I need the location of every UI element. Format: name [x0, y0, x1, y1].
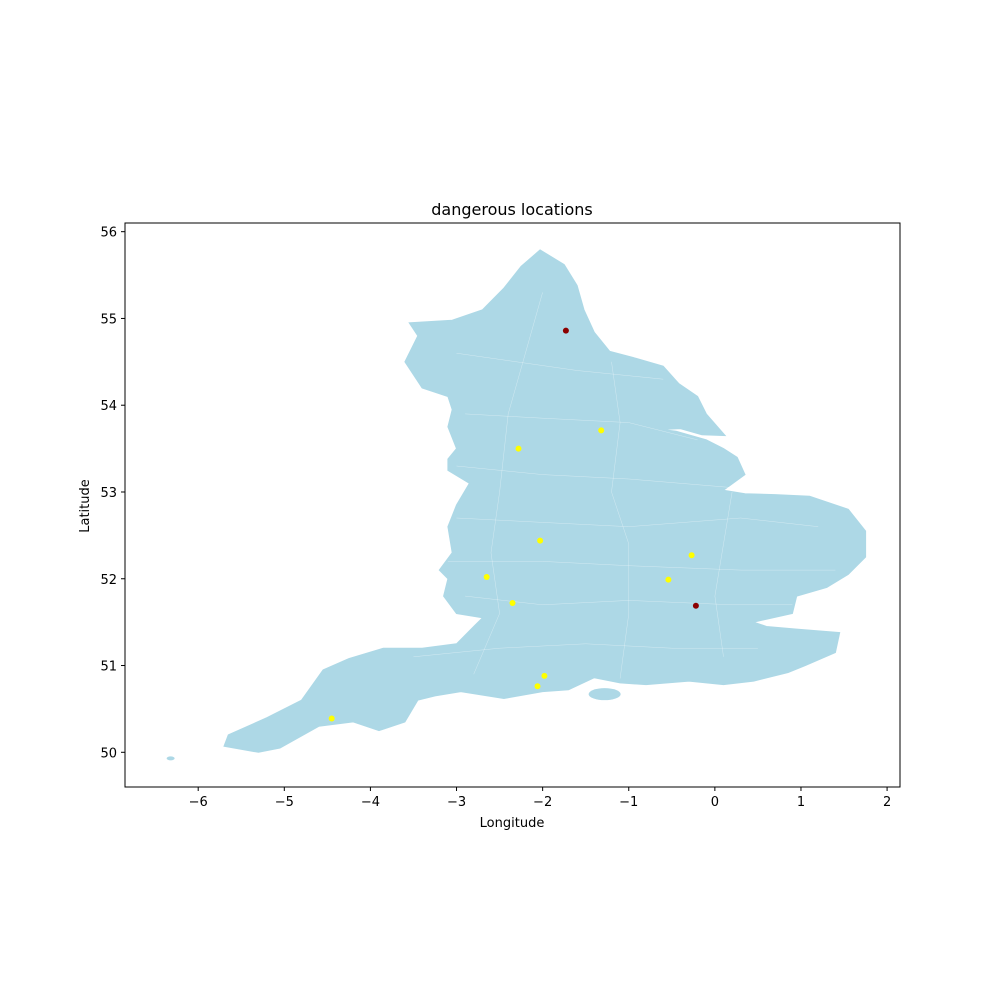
x-tick-label: −5: [275, 795, 294, 810]
district-boundary: [714, 491, 733, 657]
location-point: [562, 327, 569, 334]
x-tick-label: −4: [361, 795, 380, 810]
x-tick-label: −2: [533, 795, 552, 810]
location-point: [534, 683, 541, 690]
y-axis-label: Latitude: [78, 479, 93, 533]
location-point: [598, 427, 605, 434]
district-boundary: [473, 292, 543, 675]
data-points: [328, 327, 699, 722]
chart-title: dangerous locations: [431, 200, 593, 219]
isles-of-scilly: [166, 756, 175, 761]
location-point: [483, 574, 490, 580]
y-axis-ticks: 50 51 52 53 54 55 56: [100, 226, 125, 761]
district-boundary: [611, 361, 630, 679]
x-tick-label: 0: [711, 795, 719, 810]
district-boundary: [456, 465, 733, 488]
england-landmass: [223, 249, 867, 753]
isle-of-wight: [588, 688, 621, 701]
district-boundary: [456, 352, 664, 380]
district-boundary: [413, 643, 758, 658]
district-boundary: [456, 517, 819, 527]
location-point: [688, 552, 695, 559]
y-tick-label: 51: [100, 660, 117, 675]
location-point: [692, 602, 699, 609]
x-tick-label: −6: [189, 795, 208, 810]
x-tick-label: −1: [619, 795, 638, 810]
england-basemap: [166, 249, 867, 761]
district-boundary: [447, 561, 836, 571]
x-tick-label: 1: [797, 795, 805, 810]
district-boundary: [465, 413, 698, 441]
y-tick-label: 50: [100, 746, 117, 761]
location-point: [328, 715, 335, 722]
location-point: [515, 445, 522, 452]
plot-frame: [124, 222, 901, 788]
x-tick-label: −3: [447, 795, 466, 810]
x-tick-label: 2: [883, 795, 891, 810]
y-tick-label: 54: [100, 399, 117, 414]
y-tick-label: 56: [100, 226, 117, 241]
x-axis-ticks: −6 −5 −4 −3 −2 −1 0 1 2: [189, 787, 891, 810]
location-point: [537, 537, 544, 544]
x-axis-label: Longitude: [480, 816, 545, 831]
location-point: [665, 576, 672, 583]
location-point: [509, 600, 516, 606]
location-point: [541, 672, 548, 679]
district-boundary: [465, 595, 793, 606]
y-tick-label: 53: [100, 486, 117, 501]
y-tick-label: 52: [100, 573, 117, 588]
y-tick-label: 55: [100, 312, 117, 327]
